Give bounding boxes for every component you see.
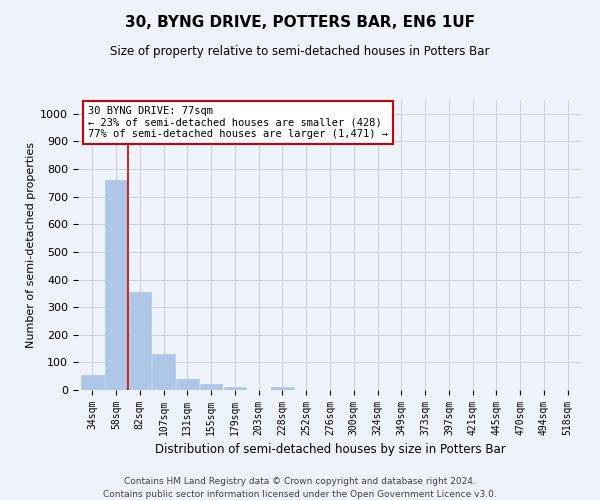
X-axis label: Distribution of semi-detached houses by size in Potters Bar: Distribution of semi-detached houses by … [155,444,505,456]
Bar [200,384,223,390]
Bar [176,379,199,390]
Text: Contains HM Land Registry data © Crown copyright and database right 2024.: Contains HM Land Registry data © Crown c… [124,478,476,486]
Bar [224,387,246,390]
Text: 30 BYNG DRIVE: 77sqm
← 23% of semi-detached houses are smaller (428)
77% of semi: 30 BYNG DRIVE: 77sqm ← 23% of semi-detac… [88,106,388,139]
Y-axis label: Number of semi-detached properties: Number of semi-detached properties [26,142,36,348]
Bar [81,375,104,390]
Text: Contains public sector information licensed under the Open Government Licence v3: Contains public sector information licen… [103,490,497,499]
Bar [271,387,294,390]
Bar [152,354,175,390]
Text: Size of property relative to semi-detached houses in Potters Bar: Size of property relative to semi-detach… [110,45,490,58]
Bar [105,180,127,390]
Text: 30, BYNG DRIVE, POTTERS BAR, EN6 1UF: 30, BYNG DRIVE, POTTERS BAR, EN6 1UF [125,15,475,30]
Bar [128,292,151,390]
